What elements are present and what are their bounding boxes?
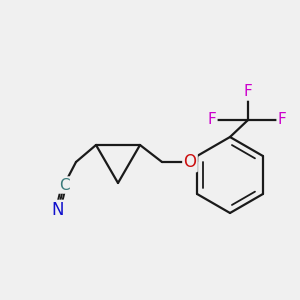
Text: C: C: [59, 178, 69, 193]
Text: F: F: [278, 112, 286, 128]
Text: F: F: [208, 112, 216, 128]
Text: O: O: [184, 153, 196, 171]
Text: N: N: [52, 201, 64, 219]
Text: F: F: [244, 85, 252, 100]
